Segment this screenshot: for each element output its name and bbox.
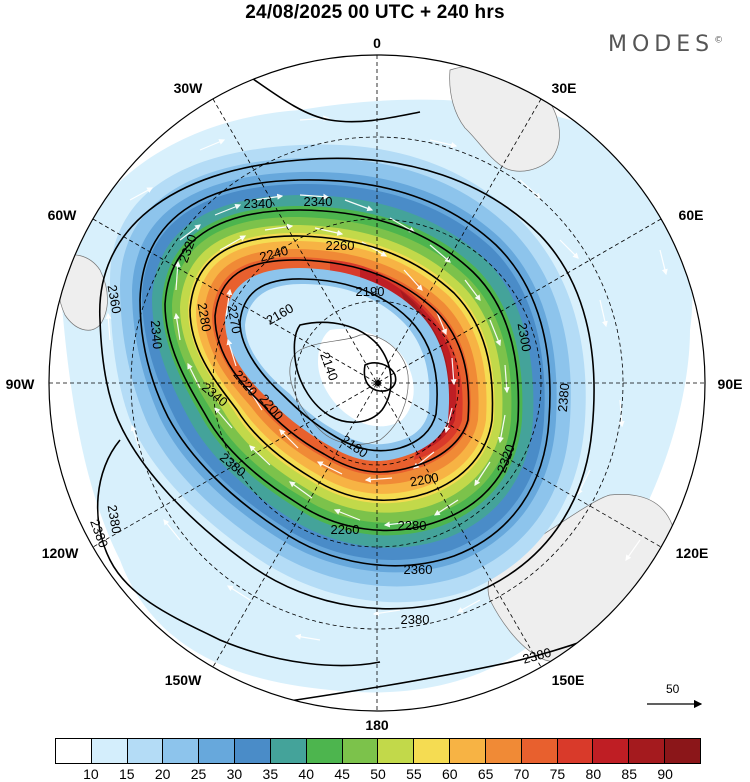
inner-core-white — [318, 328, 414, 427]
colorbar-swatch — [342, 739, 379, 763]
contour-label: 2340 — [304, 194, 333, 209]
colorbar-swatch — [593, 739, 630, 763]
colorbar-swatch — [521, 739, 558, 763]
brand-logo: MODES© — [608, 32, 723, 57]
contour-label: 2200 — [409, 470, 440, 490]
lon-label-90e: 90E — [717, 376, 743, 392]
colorbar-swatch — [270, 739, 307, 763]
contour-label: 2380 — [105, 504, 125, 535]
colorbar-tick-label: 60 — [441, 766, 458, 782]
colorbar-swatch — [235, 739, 271, 763]
contour-label: 2380 — [555, 383, 572, 413]
contour-label: 2190 — [356, 284, 385, 299]
contour-label: 2340 — [148, 320, 165, 350]
map-title: 24/08/2025 00 UTC + 240 hrs — [245, 2, 505, 23]
contour-label: 2280 — [195, 302, 215, 333]
map-boundary — [48, 54, 706, 712]
colorbar-swatch — [414, 739, 451, 763]
wind-arrows — [105, 115, 668, 641]
wind-reference-arrow — [647, 699, 703, 709]
colorbar-swatch — [450, 739, 486, 763]
colorbar-tick-label: 45 — [334, 766, 350, 782]
contour-label: 2260 — [331, 522, 360, 537]
colorbar-swatch — [199, 739, 236, 763]
colorbar-tick-label: 35 — [262, 766, 279, 782]
colorbar-swatch — [306, 739, 343, 763]
colorbar-tick-label: 90 — [657, 766, 673, 782]
antarctica-coast — [289, 334, 409, 445]
colorbar-tick-label: 40 — [298, 766, 315, 782]
contour-label: 2380 — [521, 645, 553, 667]
lon-label-90w: 90W — [5, 376, 35, 392]
colorbar-swatch — [163, 739, 200, 763]
colorbar — [55, 738, 701, 764]
colorbar-swatch — [665, 739, 700, 763]
contour-label: 2380 — [401, 612, 430, 627]
colorbar-swatch — [485, 739, 522, 763]
height-contours — [96, 69, 681, 711]
brand-name: MODES — [608, 32, 715, 57]
colorbar-tick-label: 80 — [585, 766, 602, 782]
copyright-mark: © — [714, 35, 724, 46]
colorbar-tick-label: 20 — [154, 766, 171, 782]
contour-label: 2280 — [398, 518, 427, 533]
lon-label-150e: 150E — [551, 672, 585, 688]
lon-label-120e: 120E — [675, 545, 709, 561]
contour-label: 2360 — [404, 562, 433, 577]
graticule — [49, 55, 705, 711]
lon-label-0: 0 — [373, 35, 381, 51]
lon-label-30w: 30W — [173, 80, 203, 96]
lon-label-60e: 60E — [678, 207, 704, 223]
colorbar-tick-label: 70 — [513, 766, 530, 782]
colorbar-tick-label: 55 — [406, 766, 422, 782]
contour-label: 2340 — [244, 196, 273, 211]
colorbar-tick-label: 15 — [118, 766, 135, 782]
colorbar-tick-label: 10 — [83, 766, 99, 782]
colorbar-tick-label: 25 — [190, 766, 207, 782]
lon-label-30e: 30E — [551, 80, 577, 96]
lon-label-150w: 150W — [164, 672, 202, 688]
colorbar-swatch — [557, 739, 594, 763]
colorbar-tick-label: 85 — [621, 766, 638, 782]
colorbar-ticks: 10 15 20 25 30 35 40 45 50 55 60 65 70 75 80 85 90 — [55, 766, 701, 782]
colorbar-tick-label: 65 — [477, 766, 494, 782]
contour-label: 2360 — [105, 284, 125, 315]
lon-label-60w: 60W — [47, 207, 77, 223]
contour-label: 2260 — [326, 238, 355, 253]
colorbar-swatch — [378, 739, 415, 763]
wind-reference-label: 50 — [666, 682, 680, 696]
colorbar-swatch — [127, 739, 164, 763]
contour-label: 2300 — [515, 322, 535, 353]
pole-marker — [375, 380, 381, 386]
colorbar-tick-label: 75 — [549, 766, 566, 782]
contour-label: 2270 — [225, 304, 245, 335]
colorbar-swatch — [91, 739, 128, 763]
colorbar-tick-label: 50 — [370, 766, 386, 782]
colorbar-tick-label: 30 — [226, 766, 243, 782]
lon-label-120w: 120W — [41, 545, 79, 561]
lon-label-180: 180 — [365, 717, 389, 733]
contour-label: 2240 — [258, 243, 290, 265]
colorbar-swatch — [56, 739, 92, 763]
colorbar-swatch — [629, 739, 666, 763]
